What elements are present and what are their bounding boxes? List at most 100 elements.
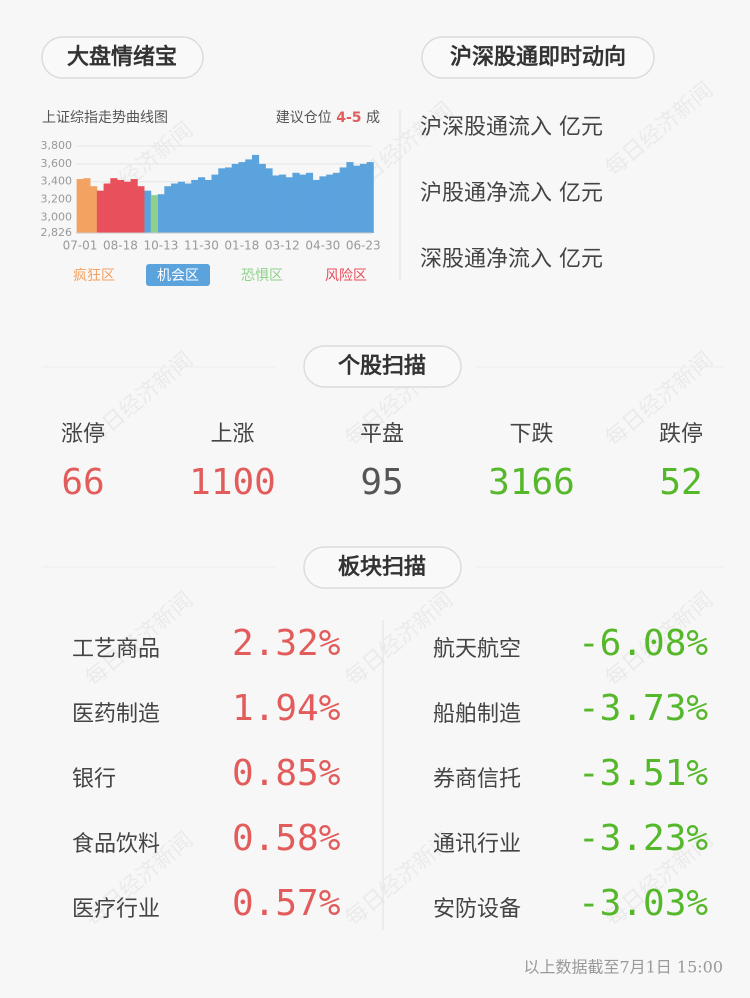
stat-label: 平盘 <box>360 422 404 447</box>
x-tick-label: 11-30 <box>184 239 219 253</box>
area-bar <box>245 159 253 233</box>
area-bar <box>117 179 125 233</box>
pill <box>41 36 204 79</box>
area-bar <box>312 179 320 233</box>
stat-value: 66 <box>61 462 104 503</box>
sector-change: -3.51% <box>578 753 708 794</box>
x-tick-label: 03-12 <box>265 239 300 253</box>
area-bar <box>96 190 105 233</box>
area-bar <box>103 183 111 233</box>
stat-label: 上涨 <box>210 422 254 447</box>
pill <box>303 546 462 589</box>
panel-title: 大盘情绪宝 <box>67 44 177 70</box>
area-bar <box>251 154 260 233</box>
footer: 以上数据截至7月1日 15:00 <box>523 958 723 977</box>
position-label: 建议仓位 <box>276 110 332 126</box>
y-tick-label: 3,200 <box>41 193 73 206</box>
pill <box>303 345 462 388</box>
area-bar <box>339 167 347 233</box>
sector-name: 航天航空 <box>433 637 521 662</box>
area-bar <box>238 162 246 233</box>
sector-name: 安防设备 <box>433 897 521 922</box>
sectors: 工艺商品 2.32% 医药制造 1.94% 银行 0.85% 食品饮料 0.58% 医疗行业 0.… <box>72 623 708 924</box>
x-tick-label: 08-18 <box>103 239 138 253</box>
area-bar <box>137 186 145 233</box>
sector-change: 0.58% <box>232 818 341 859</box>
legend-label: 疯狂区 <box>73 268 115 284</box>
x-tick-label: 10-13 <box>143 239 178 253</box>
chart-title: 上证综指走势曲线图 <box>42 110 168 126</box>
position-value: 4-5 <box>336 110 361 126</box>
section-title: 板块扫描 <box>338 555 426 580</box>
sector-name: 通讯行业 <box>433 832 521 857</box>
legend-active <box>146 264 210 286</box>
legend-label: 恐惧区 <box>241 268 283 284</box>
stat-label: 下跌 <box>509 422 553 447</box>
stat-value: 1100 <box>189 462 276 503</box>
stat-value: 52 <box>659 462 702 503</box>
stats: 涨停 66 上涨 1100 平盘 95 下跌 3166 跌停 52 <box>61 422 703 503</box>
x-tick-label: 07-01 <box>63 239 98 253</box>
legend-label: 机会区 <box>157 268 199 284</box>
area-bar <box>150 195 158 233</box>
stat-label: 跌停 <box>659 422 703 447</box>
area-bar <box>144 190 152 233</box>
area-bar <box>231 163 239 233</box>
area-bar <box>319 176 327 233</box>
y-tick-label: 2,826 <box>41 226 73 239</box>
area-bar <box>76 179 84 233</box>
area-bar <box>225 167 233 233</box>
x-tick-label: 01-18 <box>224 239 259 253</box>
sector-name: 船舶制造 <box>433 702 521 727</box>
area-bar <box>177 181 185 233</box>
sector-change: 0.85% <box>232 753 341 794</box>
sector-change: -3.03% <box>578 883 708 924</box>
area-bar <box>164 186 172 233</box>
area-bar <box>191 179 199 233</box>
flow-item: 沪股通净流入 亿元 <box>420 181 603 206</box>
area-bar <box>359 163 368 233</box>
area-bar <box>184 183 192 233</box>
area-bar <box>204 179 212 233</box>
legend-label: 风险区 <box>325 268 367 284</box>
area-bar <box>353 165 361 233</box>
section-title: 个股扫描 <box>338 354 426 379</box>
area-bar <box>292 172 300 233</box>
y-tick-label: 3,800 <box>41 139 73 152</box>
area-bar <box>198 177 206 233</box>
sector-change: -6.08% <box>578 623 708 664</box>
area-bar <box>130 179 138 233</box>
sector-change: -3.73% <box>578 688 708 729</box>
area-bar <box>332 172 341 233</box>
sector-change: 2.32% <box>232 623 341 664</box>
area-bar <box>218 168 226 233</box>
area-bar <box>83 178 91 233</box>
area-bar <box>346 162 354 233</box>
mini-chart: 2,826 3,000 3,200 3,400 3,600 3,800 07-01 08-18… <box>41 139 381 286</box>
area-bar <box>123 181 131 233</box>
sector-name: 券商信托 <box>433 767 521 792</box>
area-bar <box>211 174 219 233</box>
area-bar <box>258 163 266 233</box>
stat-value: 3166 <box>488 462 575 503</box>
area-bar <box>265 168 273 233</box>
area-bar <box>110 178 118 233</box>
stat-value: 95 <box>360 462 403 503</box>
sector-name: 食品饮料 <box>72 832 160 857</box>
flow-item: 深股通净流入 亿元 <box>420 247 603 272</box>
x-tick-label: 04-30 <box>305 239 340 253</box>
area-bar <box>299 174 307 233</box>
sector-change: 1.94% <box>232 688 341 729</box>
area-bar <box>171 183 179 233</box>
y-tick-label: 3,000 <box>41 210 73 223</box>
stat-label: 涨停 <box>61 422 105 447</box>
sector-name: 医药制造 <box>72 702 160 727</box>
area-bar <box>326 174 334 233</box>
sector-change: -3.23% <box>578 818 708 859</box>
sector-name: 银行 <box>72 767 116 792</box>
position: 建议仓位 4-5 成 <box>276 110 380 126</box>
area-bar <box>272 175 280 233</box>
